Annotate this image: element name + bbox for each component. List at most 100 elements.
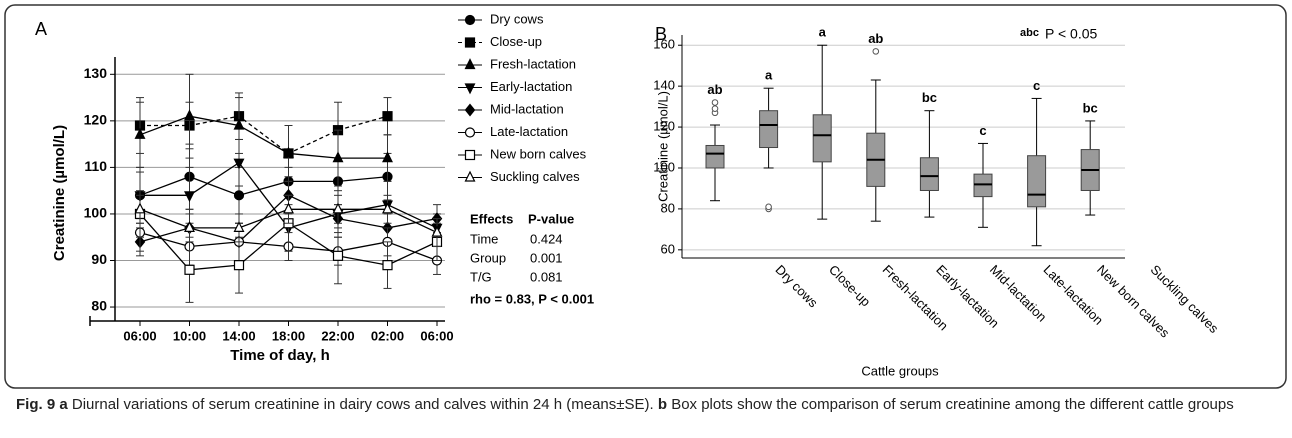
legend-marker [464, 58, 476, 70]
data-point [431, 225, 443, 237]
caption: Fig. 9 a Diurnal variations of serum cre… [16, 394, 1266, 415]
group-label: bc [1083, 100, 1098, 115]
legend-marker [464, 149, 476, 161]
data-point [184, 191, 195, 203]
significance-letters: abc [1020, 27, 1039, 39]
series-line [139, 115, 388, 159]
x-tick-label: 02:00 [371, 328, 404, 343]
significance-text: P < 0.05 [1045, 26, 1098, 42]
y-tick-label: 80 [661, 200, 675, 215]
box [705, 144, 725, 169]
data-point [332, 202, 344, 214]
data-point [184, 264, 195, 275]
group-label: ab [707, 82, 722, 97]
data-point [332, 250, 344, 261]
legend-label: Suckling calves [490, 169, 580, 184]
y-tick-label: 60 [661, 241, 675, 256]
x-tick-label: Close-up [826, 262, 873, 309]
y-tick-label: 100 [653, 159, 675, 174]
legend-marker [464, 83, 476, 95]
table-cell: 0.424 [530, 231, 563, 246]
outlier [711, 105, 719, 112]
table-header: P-value [528, 211, 574, 226]
x-tick-label: 14:00 [222, 328, 255, 343]
box [1027, 155, 1047, 208]
panel-label: A [35, 19, 47, 39]
data-point [184, 109, 195, 121]
legend-label: Close-up [490, 34, 542, 49]
y-tick-label: 140 [653, 78, 675, 93]
x-axis-label: Cattle groups [861, 363, 939, 378]
group-label: bc [922, 90, 937, 105]
y-axis-label: Creatinine (µmol/L) [655, 91, 670, 202]
box [812, 114, 832, 163]
y-tick-label: 110 [84, 158, 107, 174]
box [973, 173, 993, 198]
caption-figure: Fig. 9 [16, 396, 56, 413]
y-tick-label: 80 [91, 298, 107, 314]
data-point [134, 127, 146, 139]
data-point [233, 118, 245, 130]
data-point [283, 146, 294, 158]
table-cell: 0.081 [530, 269, 563, 284]
data-point [382, 202, 393, 214]
x-tick-label: 06:00 [123, 328, 156, 343]
y-tick-label: 160 [653, 37, 675, 52]
legend-label: Mid-lactation [490, 101, 564, 116]
x-tick-label: Dry cows [772, 262, 821, 311]
group-label: c [1033, 78, 1040, 93]
data-point [233, 158, 245, 170]
x-tick-label: 18:00 [272, 328, 305, 343]
legend-marker [464, 127, 476, 138]
legend-label: Dry cows [490, 11, 544, 26]
data-point [134, 202, 146, 214]
legend-label: Late-lactation [490, 124, 568, 139]
box [759, 110, 779, 149]
data-point [382, 151, 393, 163]
table-cell: T/G [470, 269, 492, 284]
y-tick-label: 90 [91, 251, 107, 267]
data-point [382, 260, 393, 271]
y-tick-label: 120 [653, 119, 675, 134]
figure: A 80 90 100 110 120 130 06:00 10:00 14:00 18:00 22:… [4, 4, 1287, 389]
y-axis-label: Creatinine (µmol/L) [51, 125, 68, 261]
table-cell: 0.001 [530, 250, 563, 265]
caption-text: Box plots show the comparison of serum c… [671, 396, 1234, 413]
data-point [233, 190, 245, 201]
annotation: rho = 0.83, P < 0.001 [470, 291, 594, 306]
caption-part: a [59, 396, 68, 413]
y-tick-label: 130 [84, 65, 108, 81]
outlier [872, 48, 880, 55]
x-tick-label: 22:00 [321, 328, 354, 343]
caption-text: Diurnal variations of serum creatinine i… [71, 396, 654, 413]
legend-marker [464, 170, 476, 182]
data-point [382, 111, 393, 122]
group-label: c [979, 123, 986, 138]
panel-label: B [655, 24, 667, 44]
table-header: Effects [470, 211, 513, 226]
outlier [711, 99, 719, 106]
legend-label: Fresh-lactation [490, 56, 576, 71]
data-point [233, 221, 245, 233]
legend-marker [464, 37, 476, 48]
legend-marker [464, 14, 476, 26]
outlier [765, 203, 772, 211]
y-tick-label: 100 [84, 205, 108, 221]
group-label: a [765, 68, 773, 83]
legend-label: New born calves [490, 146, 587, 161]
group-label: a [819, 25, 827, 40]
caption-part: b [657, 396, 668, 413]
group-label: ab [868, 31, 883, 46]
table-cell: Group [470, 250, 506, 265]
data-point [332, 151, 344, 163]
figure-border [4, 4, 1287, 389]
series-line [139, 176, 388, 197]
data-point [283, 202, 294, 214]
series-line [140, 115, 388, 155]
x-axis-label: Time of day, h [230, 347, 329, 364]
x-tick-label: 06:00 [420, 328, 453, 343]
legend-label: Early-lactation [490, 79, 572, 94]
box [919, 157, 939, 191]
data-point [184, 221, 195, 233]
